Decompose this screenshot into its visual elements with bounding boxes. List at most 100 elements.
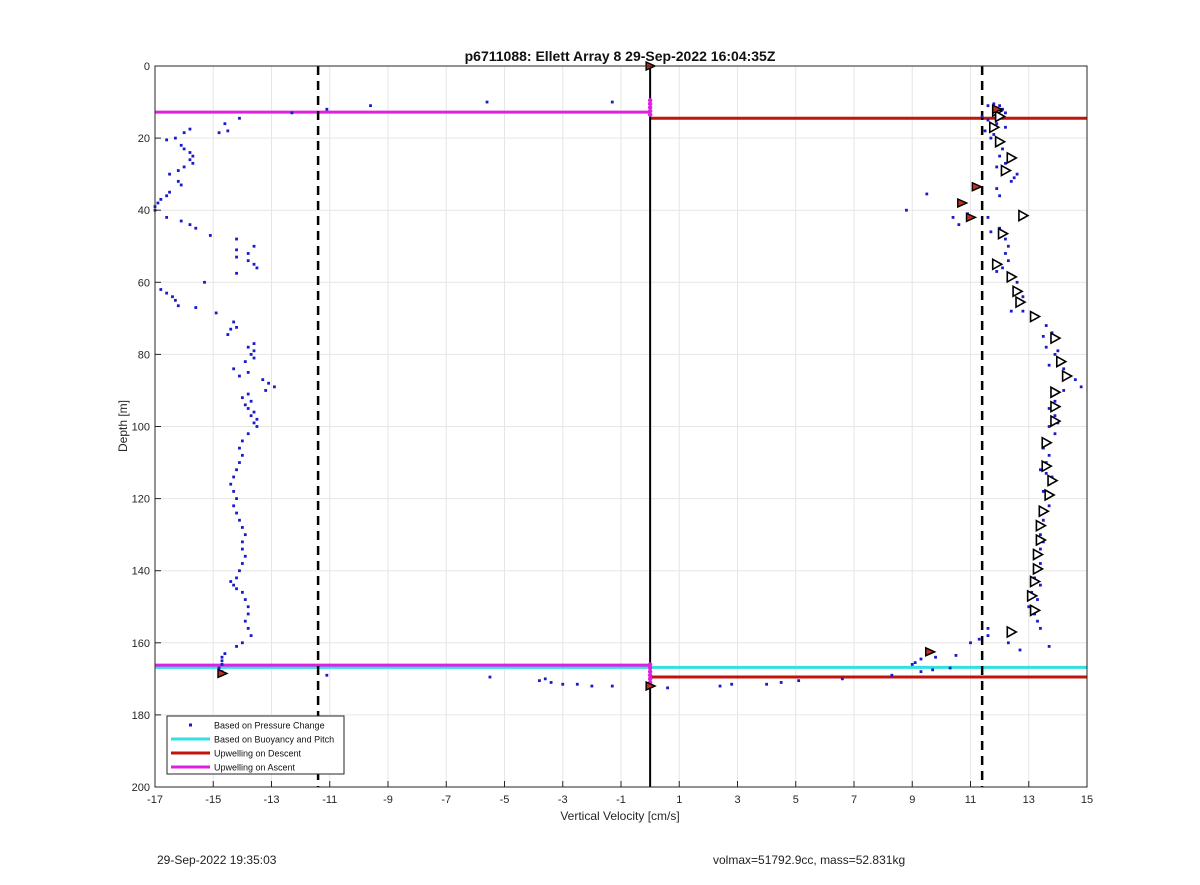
footer-volmax-mass: volmax=51792.9cc, mass=52.831kg (713, 853, 906, 867)
pressure-point (255, 266, 259, 270)
pressure-point (977, 637, 981, 641)
buoyancy-triangle (994, 110, 1007, 123)
pressure-point (191, 161, 195, 165)
axis-ticks: -17 -15 -13 -11 -9 -7 -5 -3 -1 1 3 5 7 9 11 13 150204060… (132, 61, 1093, 806)
chart-title: p6711088: Ellett Array 8 29-Sep-2022 16:… (465, 48, 776, 64)
pressure-point (235, 511, 238, 515)
x-tick-label: -5 (500, 794, 510, 806)
ascent-marker (647, 112, 653, 117)
pressure-point (179, 219, 183, 223)
pressure-point (948, 666, 952, 670)
pressure-point (919, 657, 923, 661)
buoyancy-triangle (1041, 436, 1053, 450)
pressure-point (1047, 645, 1051, 648)
pressure-point (235, 237, 238, 241)
pressure-point (243, 360, 247, 364)
x-tick-label: -3 (558, 794, 568, 806)
buoyancy-triangle (1000, 164, 1013, 177)
buoyancy-triangle (1006, 270, 1018, 284)
filled-marker (971, 181, 984, 192)
buoyancy-triangle (1006, 151, 1018, 165)
pressure-point (173, 298, 177, 302)
buoyancy-triangle (994, 135, 1007, 149)
buoyancy-triangle (1041, 459, 1053, 473)
buoyancy-triangle (1012, 284, 1024, 298)
pressure-point (182, 131, 186, 135)
buoyancy-triangle (997, 227, 1010, 240)
pressure-point (325, 673, 329, 677)
pressure-point (986, 626, 990, 630)
pressure-point (1053, 353, 1057, 356)
pressure-point (1036, 598, 1039, 601)
pressure-point (995, 165, 999, 169)
pressure-point (214, 311, 218, 315)
pressure-point (235, 468, 238, 472)
pressure-point (1053, 414, 1057, 418)
pressure-point (1015, 172, 1019, 176)
pressure-point (165, 291, 169, 295)
pressure-point (1004, 237, 1007, 241)
filled-marker (217, 668, 229, 679)
pressure-point (1006, 259, 1010, 263)
pressure-point (246, 252, 250, 255)
pressure-point (325, 107, 329, 111)
pressure-point (238, 461, 241, 464)
pressure-point (549, 681, 553, 684)
y-tick-label: 160 (132, 638, 150, 650)
legend-swatch-pressure (189, 723, 192, 727)
filled-marker (965, 212, 978, 223)
pressure-point (232, 320, 236, 324)
pressure-point (255, 417, 259, 421)
pressure-point (1039, 533, 1042, 537)
pressure-point (238, 569, 241, 573)
pressure-point (235, 248, 238, 252)
pressure-point (182, 147, 186, 151)
pressure-point (1079, 385, 1083, 389)
pressure-point (1047, 425, 1051, 428)
pressure-point (969, 641, 972, 645)
x-tick-label: 11 (965, 794, 976, 806)
pressure-point (1044, 324, 1048, 327)
pressure-point (890, 673, 894, 677)
pressure-point (188, 127, 192, 131)
pressure-point (1041, 334, 1045, 338)
pressure-point (179, 143, 183, 147)
legend-label: Based on Buoyancy and Pitch (214, 735, 334, 745)
buoyancy-triangle (1029, 603, 1042, 617)
pressure-point (229, 482, 233, 486)
pressure-point (243, 554, 247, 558)
pressure-point (249, 399, 253, 403)
pressure-point (235, 645, 238, 648)
pressure-point (913, 661, 917, 665)
pressure-point (1044, 345, 1048, 349)
y-tick-label: 60 (138, 277, 150, 289)
pressure-point (910, 663, 914, 666)
pressure-point (229, 327, 233, 331)
pressure-point (246, 626, 250, 630)
pressure-point (986, 634, 990, 637)
pressure-point (165, 194, 169, 198)
pressure-point (246, 371, 250, 374)
pressure-point (252, 421, 256, 425)
pressure-point (191, 154, 195, 158)
pressure-point (249, 353, 253, 356)
buoyancy-triangle (1006, 625, 1018, 639)
pressure-point (1004, 161, 1007, 165)
pressure-point (235, 587, 238, 591)
pressure-point (1039, 562, 1042, 565)
pressure-point (575, 682, 579, 686)
pressure-point (931, 668, 935, 672)
buoyancy-triangle (1015, 295, 1027, 309)
pressure-point (246, 432, 250, 436)
pressure-point (226, 333, 230, 336)
pressure-point (995, 270, 999, 273)
pressure-point (249, 414, 253, 418)
pressure-point (1056, 349, 1060, 353)
pressure-point (1041, 489, 1045, 493)
pressure-point (925, 192, 929, 196)
pressure-point (1018, 648, 1022, 652)
pressure-point (983, 129, 987, 133)
pressure-point (986, 216, 990, 219)
pressure-point (232, 583, 236, 587)
